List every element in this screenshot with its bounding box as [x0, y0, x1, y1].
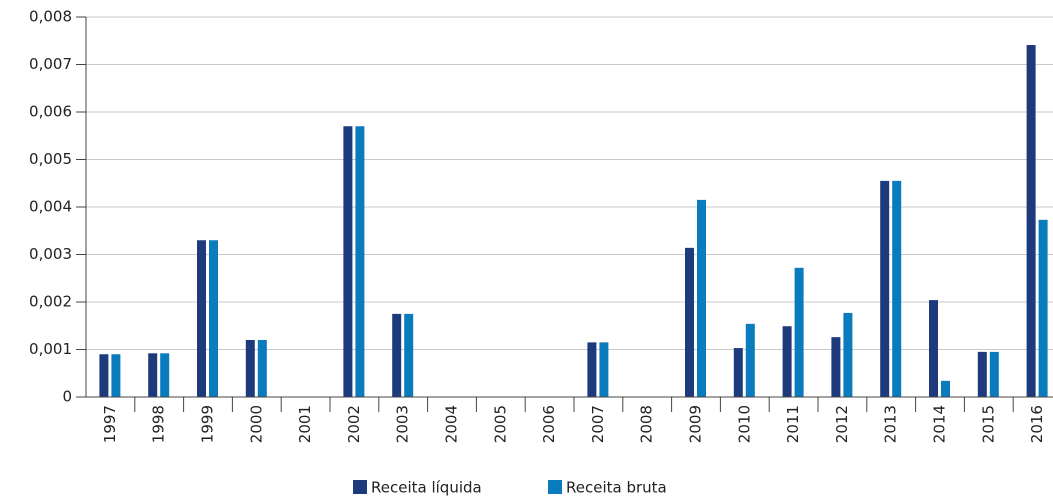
bar — [941, 380, 950, 397]
x-tick-label: 2004 — [443, 405, 461, 443]
x-tick-label: 2007 — [589, 405, 607, 443]
bar — [697, 199, 706, 397]
x-tick-label: 2016 — [1028, 405, 1046, 443]
y-tick-label: 0,002 — [29, 293, 72, 311]
bar — [257, 340, 267, 397]
bar — [685, 247, 694, 397]
bar — [880, 180, 890, 397]
bar — [977, 351, 987, 397]
bar — [587, 342, 597, 397]
bar — [160, 353, 170, 397]
bar — [148, 353, 158, 397]
bar — [99, 354, 109, 397]
x-tick-label: 1999 — [199, 405, 217, 443]
bar — [1038, 219, 1048, 397]
bar — [794, 267, 804, 397]
bar — [197, 240, 206, 397]
x-tick-label: 2002 — [345, 405, 363, 443]
x-tick-label: 2014 — [931, 405, 949, 443]
bar — [892, 180, 902, 397]
bar — [111, 354, 121, 397]
y-tick-label: 0,005 — [29, 150, 72, 168]
x-tick-label: 2015 — [979, 405, 997, 443]
x-tick-label: 1997 — [101, 405, 119, 443]
x-tick-label: 2001 — [296, 405, 314, 443]
y-tick-label: 0,008 — [29, 8, 72, 26]
bar — [831, 337, 841, 397]
y-tick-label: 0,003 — [29, 245, 72, 263]
bar — [733, 348, 743, 397]
bar — [245, 340, 255, 397]
y-tick-label: 0,006 — [29, 103, 72, 121]
bar — [404, 313, 414, 397]
bar — [1026, 45, 1036, 398]
x-tick-label: 2006 — [540, 405, 558, 443]
y-tick-label: 0 — [62, 388, 72, 406]
x-tick-label: 2005 — [491, 405, 509, 443]
y-tick-label: 0,001 — [29, 340, 72, 358]
x-tick-label: 2012 — [833, 405, 851, 443]
x-tick-label: 1998 — [150, 405, 168, 443]
bar — [392, 313, 402, 397]
x-tick-label: 2011 — [784, 405, 802, 443]
x-tick-label: 2000 — [247, 405, 265, 443]
bar — [599, 342, 609, 397]
bar — [343, 126, 353, 397]
legend-label: Receita bruta — [566, 479, 667, 496]
bar — [745, 323, 755, 397]
legend-label: Receita líquida — [371, 479, 482, 496]
bar — [355, 126, 365, 397]
y-tick-label: 0,007 — [29, 55, 72, 73]
legend-swatch — [353, 480, 367, 494]
bar — [929, 300, 938, 397]
bar — [782, 326, 792, 397]
y-tick-label: 0,004 — [29, 198, 72, 216]
x-tick-label: 2013 — [882, 405, 900, 443]
x-tick-label: 2010 — [735, 405, 753, 443]
bar — [209, 240, 218, 397]
bar — [843, 312, 853, 397]
x-tick-label: 2003 — [394, 405, 412, 443]
x-tick-label: 2008 — [638, 405, 656, 443]
x-tick-label: 2009 — [687, 405, 705, 443]
bar — [989, 351, 999, 397]
legend-swatch — [548, 480, 562, 494]
